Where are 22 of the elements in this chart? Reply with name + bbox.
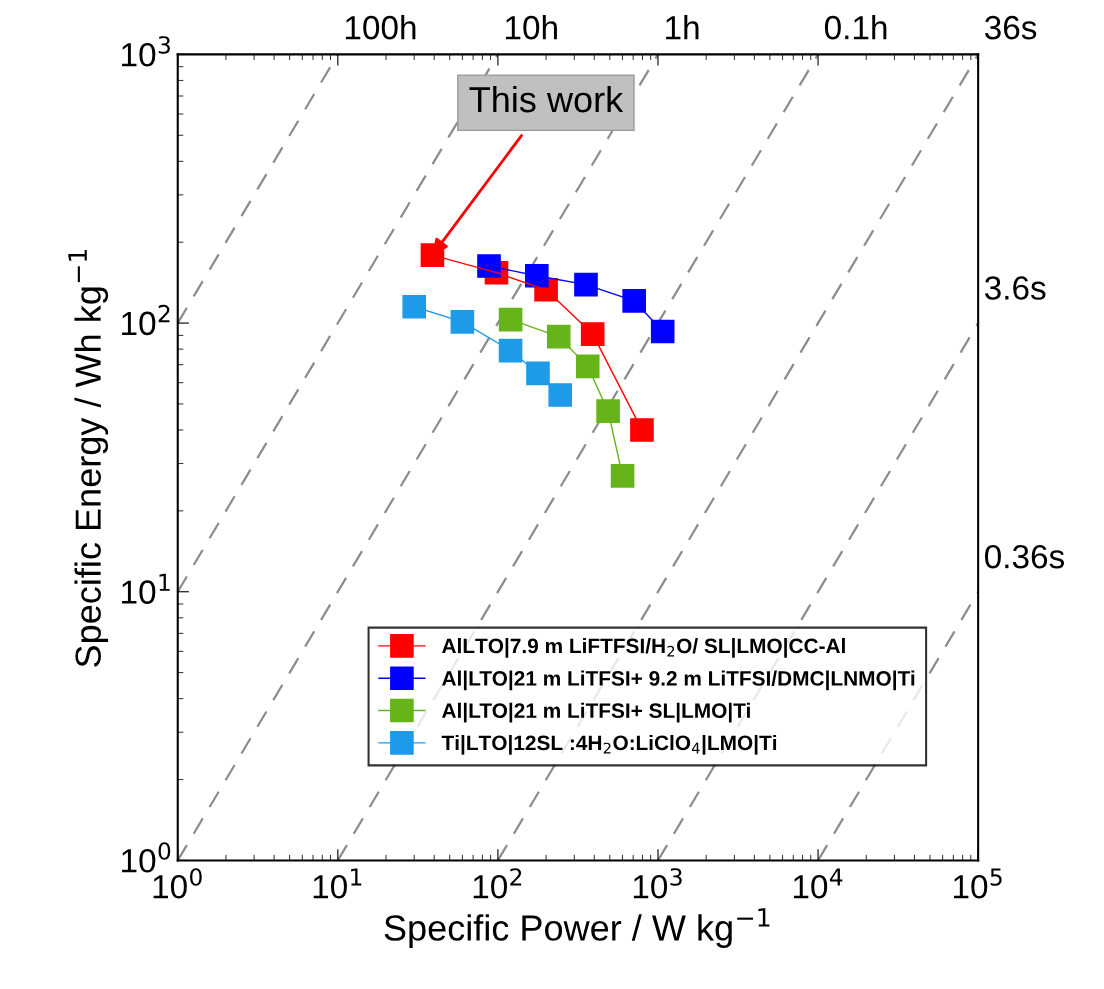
y-tick-label: 10$^{2}$ — [122, 304, 170, 336]
annotation: This work — [469, 85, 624, 113]
series-label: 1h — [666, 14, 699, 40]
series-label: 36s — [984, 15, 1037, 40]
x-tick-label: 10$^{4}$ — [793, 868, 843, 899]
series-label: 0.36s — [985, 544, 1065, 569]
x-tick-label: 10$^{1}$ — [313, 868, 362, 899]
legend-label: Ti|LTO|12SL :4H$_{2}$O:LiClO$_{4}$|LMO|Ti — [441, 734, 777, 755]
x-tick-label: 10$^{3}$ — [633, 868, 682, 899]
legend-label: Al|LTO|21 m LiTFSI+ 9.2 m LiTFSI/DMC|LNMO|Ti — [442, 670, 915, 691]
x-tick-label: 10$^{5}$ — [954, 868, 1002, 899]
series-label: 0.1h — [824, 14, 887, 40]
x-axis-title: Specific Power / W kg$^{−1}$ — [384, 908, 770, 948]
y-tick-label: 10$^{1}$ — [122, 573, 170, 604]
x-tick-label: 10$^{2}$ — [473, 868, 522, 899]
legend-label: Al|LTO|21 m LiTFSI+ SL|LMO|Ti — [442, 702, 750, 723]
series-label: 10h — [506, 14, 557, 40]
series-label: 100h — [345, 14, 416, 40]
y-axis-title: Specific Energy / Wh kg$^{−1}$ — [68, 249, 109, 667]
series-label: 3.6s — [984, 276, 1046, 300]
y-tick-label: 10$^{3}$ — [122, 36, 170, 67]
legend-label: AlLTO|7.9 m LiFTFSI/H$_{2}$O/ SL|LMO|CC-Al — [442, 638, 845, 658]
